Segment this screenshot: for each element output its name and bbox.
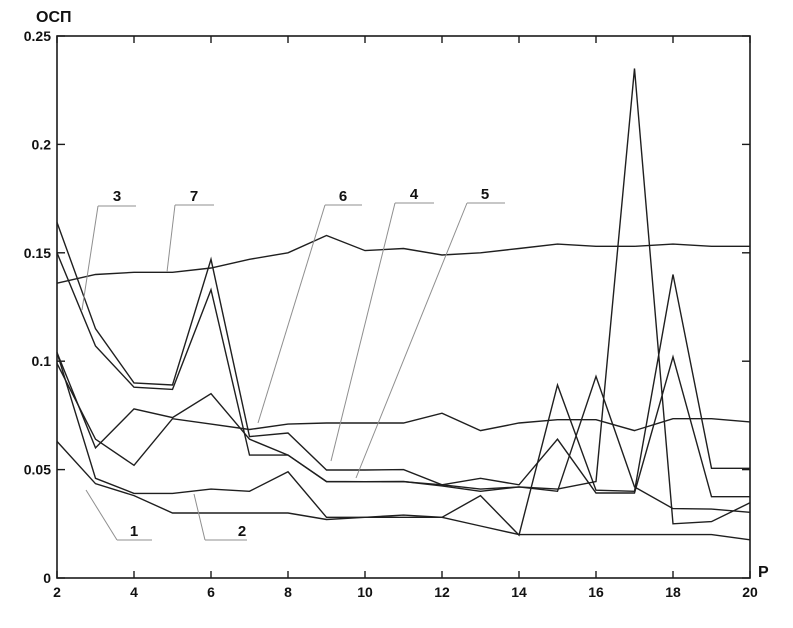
x-tick-label: 2 <box>53 584 61 600</box>
series-line-3 <box>56 252 751 513</box>
curve-label-6: 6 <box>339 188 347 205</box>
leader-line-2 <box>193 493 206 541</box>
leader-line-7 <box>166 204 176 273</box>
leader-line-6 <box>257 204 326 424</box>
series-line-5 <box>56 68 751 525</box>
y-tick-label: 0.05 <box>24 462 51 478</box>
curve-label-4: 4 <box>410 186 419 203</box>
series-line-2 <box>56 274 750 537</box>
x-tick-label: 4 <box>130 584 138 600</box>
curve-label-2: 2 <box>238 523 246 540</box>
x-tick-label: 20 <box>742 584 758 600</box>
y-tick-label: 0.25 <box>24 28 51 44</box>
x-tick-label: 8 <box>284 584 292 600</box>
y-tick-label: 0 <box>43 570 51 586</box>
leader-line-5 <box>355 202 468 479</box>
plot-frame <box>56 35 751 579</box>
x-tick-label: 16 <box>588 584 604 600</box>
x-tick-label: 10 <box>357 584 373 600</box>
curve-label-7: 7 <box>190 188 198 205</box>
x-tick-label: 14 <box>511 584 527 600</box>
curve-label-5: 5 <box>481 186 489 203</box>
x-tick-label: 18 <box>665 584 681 600</box>
leader-line-3 <box>81 205 99 311</box>
y-tick-label: 0.15 <box>24 245 51 261</box>
series-line-6 <box>56 363 751 467</box>
x-axis-title: P <box>758 564 769 581</box>
leader-line-1 <box>85 489 118 541</box>
curve-label-1: 1 <box>130 523 138 540</box>
x-tick-label: 6 <box>207 584 215 600</box>
curve-label-3: 3 <box>113 188 121 205</box>
series-line-4 <box>56 222 750 498</box>
x-tick-label: 12 <box>434 584 450 600</box>
y-axis-title: ОСП <box>36 9 72 26</box>
leader-line-4 <box>330 202 396 462</box>
y-tick-label: 0.1 <box>32 353 52 369</box>
y-tick-label: 0.2 <box>32 136 52 152</box>
series-line-1 <box>56 440 751 541</box>
series-line-7 <box>56 234 750 284</box>
